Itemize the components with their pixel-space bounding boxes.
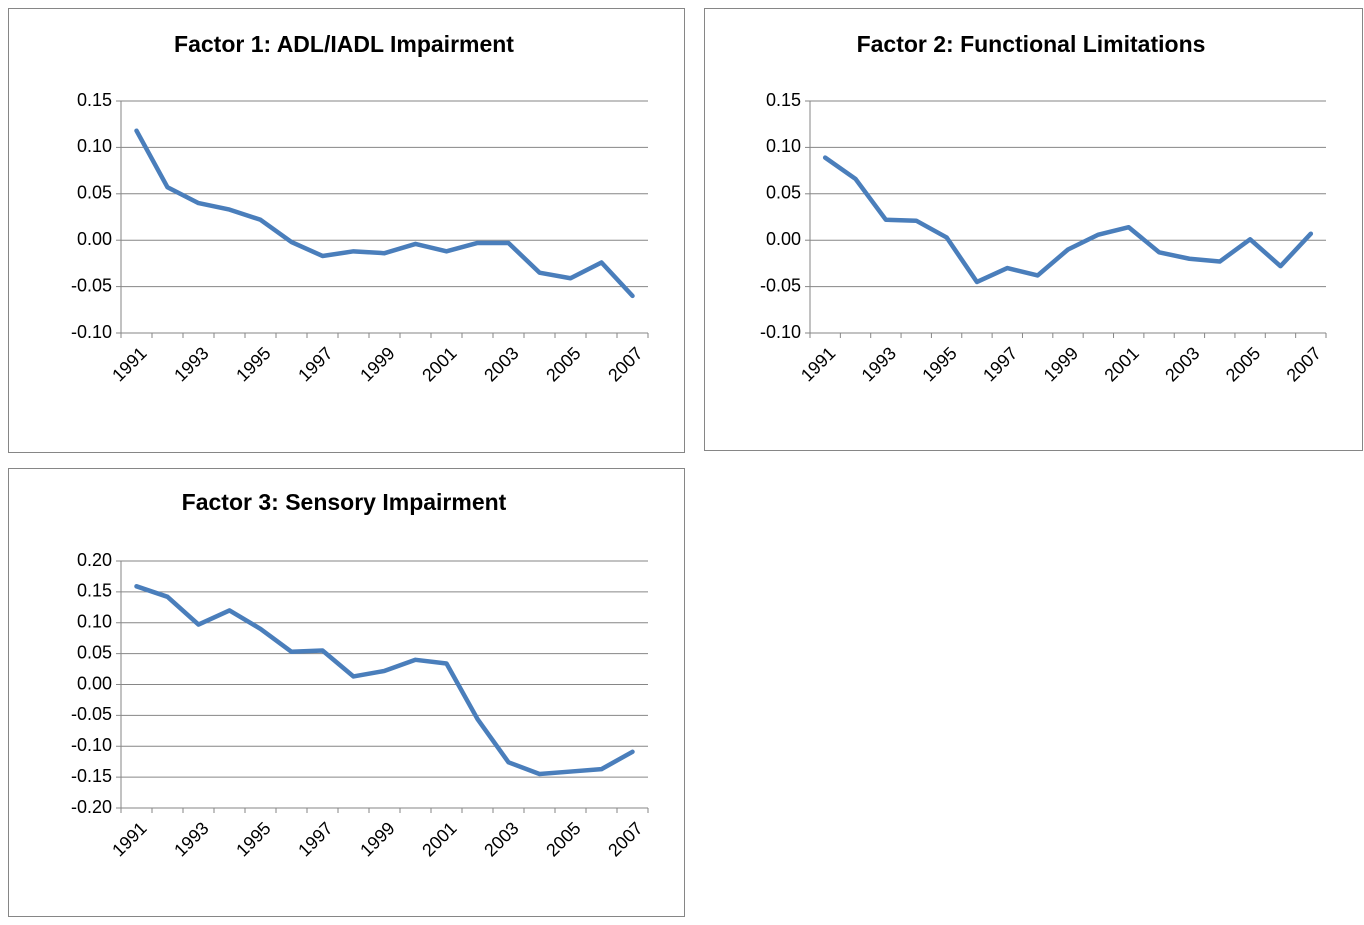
y-tick-label: 0.10 [77,136,112,156]
y-tick-label: 0.15 [77,90,112,110]
data-line [134,128,635,299]
y-tick-label: 0.10 [77,612,112,632]
y-tick-label: -0.10 [71,735,112,755]
y-tick-label: 0.15 [77,581,112,601]
chart-title: Factor 1: ADL/IADL Impairment [174,31,514,57]
chart: Factor 1: ADL/IADL Impairment 0.15 0.10 0.0… [8,8,685,453]
data-line [822,155,1314,285]
y-tick-label: -0.05 [71,704,112,724]
chart-title: Factor 3: Sensory Impairment [182,489,507,515]
y-tick-label: -0.10 [71,322,112,342]
chart-title: Factor 2: Functional Limitations [857,31,1206,57]
y-tick-label: 0.05 [766,183,801,203]
y-tick-label: 0.10 [766,136,801,156]
chart: Factor 2: Functional Limitations 0.15 0.10… [704,8,1363,451]
y-tick-label: -0.20 [71,797,112,817]
y-tick-label: 0.05 [77,183,112,203]
y-tick-label: -0.05 [71,275,112,295]
y-tick-label: 0.00 [766,229,801,249]
y-tick-label: 0.20 [77,550,112,570]
y-tick-label: -0.15 [71,766,112,786]
y-tick-label: 0.00 [77,673,112,693]
y-tick-label: 0.00 [77,229,112,249]
y-tick-label: 0.15 [766,90,801,110]
chart-border [704,8,1363,451]
data-line [134,584,635,777]
y-tick-label: -0.10 [760,322,801,342]
chart: Factor 3: Sensory Impairment 0.20 0.15 0.10… [8,468,685,917]
y-tick-label: 0.05 [77,642,112,662]
y-tick-label: -0.05 [760,275,801,295]
